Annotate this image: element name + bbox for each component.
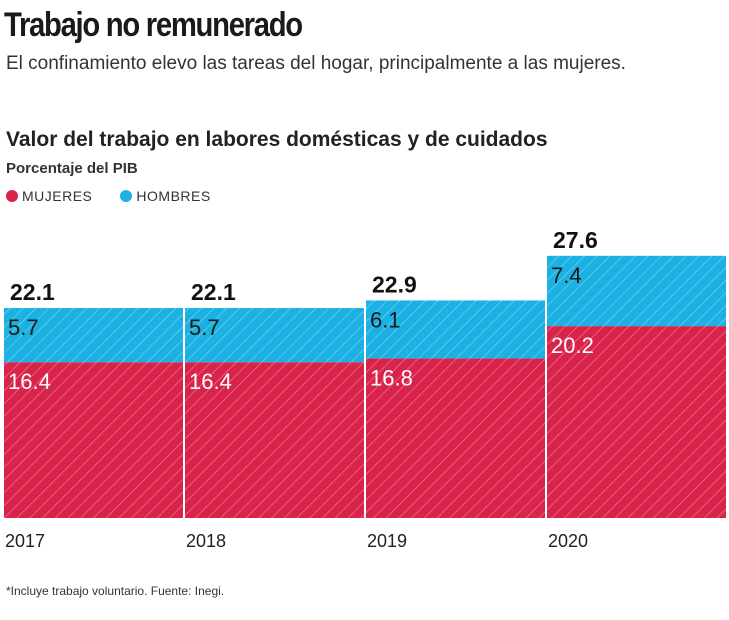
chart-title: Valor del trabajo en labores domésticas … [6, 128, 548, 151]
legend: MUJERES HOMBRES [6, 188, 211, 204]
legend-label: MUJERES [22, 188, 93, 204]
legend-item-mujeres: MUJERES [6, 188, 92, 204]
x-tick-label-2020: 2020 [548, 531, 588, 551]
mujeres-swatch-icon [6, 190, 18, 202]
page-subtitle: El confinamiento elevo las tareas del ho… [6, 53, 626, 74]
data-label-mujeres-2019: 16.8 [370, 365, 413, 390]
data-label-mujeres-2017: 16.4 [8, 369, 51, 394]
x-tick-label-2017: 2017 [5, 531, 45, 551]
bar-hatch-hombres-2017 [4, 308, 183, 363]
bar-hatch-hombres-2019 [366, 300, 545, 359]
total-label-2020: 27.6 [553, 227, 598, 253]
page-title: Trabajo no remunerado [4, 6, 303, 44]
bar-hatch-mujeres-2020 [547, 326, 726, 518]
data-label-hombres-2019: 6.1 [370, 307, 401, 332]
legend-label: HOMBRES [136, 188, 211, 204]
data-label-hombres-2018: 5.7 [189, 315, 220, 340]
x-tick-label-2018: 2018 [186, 531, 226, 551]
bar-hatch-mujeres-2017 [4, 362, 183, 518]
total-label-2018: 22.1 [191, 279, 236, 305]
data-label-hombres-2017: 5.7 [8, 315, 39, 340]
total-label-2019: 22.9 [372, 271, 417, 297]
footnote: *Incluye trabajo voluntario. Fuente: Ine… [6, 584, 225, 598]
hombres-swatch-icon [120, 190, 133, 202]
bar-hatch-mujeres-2018 [185, 362, 364, 518]
x-tick-label-2019: 2019 [367, 531, 407, 551]
bar-hatch-hombres-2018 [185, 308, 364, 363]
data-label-mujeres-2018: 16.4 [189, 369, 232, 394]
legend-item-hombres: HOMBRES [120, 188, 210, 204]
bar-hatch-hombres-2020 [547, 255, 726, 327]
data-label-mujeres-2020: 20.2 [551, 333, 594, 358]
y-axis-label: Porcentaje del PIB [6, 160, 138, 177]
data-label-hombres-2020: 7.4 [551, 263, 582, 288]
bar-hatch-mujeres-2019 [366, 358, 545, 518]
total-label-2017: 22.1 [10, 279, 55, 305]
